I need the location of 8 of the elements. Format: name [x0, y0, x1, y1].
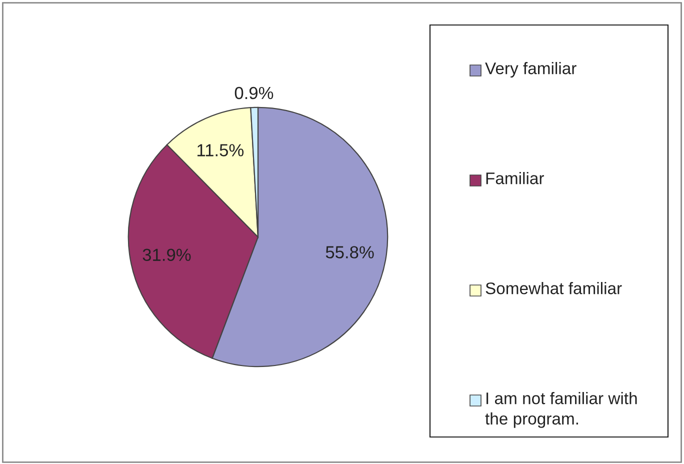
- legend-label: Familiar: [486, 172, 544, 184]
- data-label: 11.5%: [198, 144, 244, 156]
- legend-label: Very familiar: [485, 62, 576, 78]
- legend-label: I am not familiar with the program.: [485, 392, 637, 428]
- data-label: 55.8%: [326, 246, 374, 258]
- legend-label: Somewhat familiar: [486, 282, 622, 294]
- data-label: 31.9%: [142, 248, 191, 261]
- data-label: 0.9%: [234, 86, 274, 100]
